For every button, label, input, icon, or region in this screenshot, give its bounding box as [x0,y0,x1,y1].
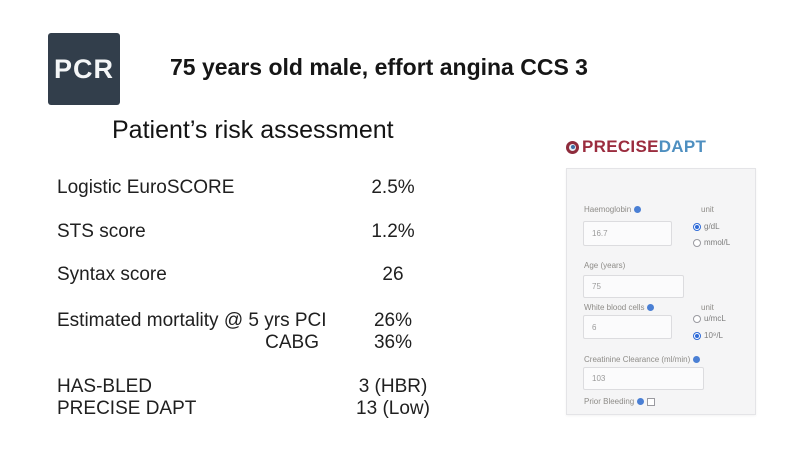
pcr-logo: PCR [48,33,120,105]
risk-value: 26% [373,310,413,331]
crcl-label: Creatinine Clearance (ml/min) [584,355,691,364]
precisedapt-logo-icon [566,140,579,154]
unit-label: unit [701,303,714,312]
risk-label: STS score [57,221,146,242]
risk-value: 2.5% [371,177,415,198]
precisedapt-calculator-panel: Haemoglobin unit g/dL mmol/L Age (years)… [566,168,756,415]
risk-value: 36% [373,332,413,353]
age-label: Age (years) [584,261,626,270]
risk-row-sts: STS score 1.2% [0,221,480,243]
crcl-label-row: Creatinine Clearance (ml/min) [584,355,701,364]
info-icon[interactable] [647,304,655,311]
brand-part1: PRECISE [582,137,659,156]
section-title: Patient’s risk assessment [112,116,394,144]
risk-value: 1.2% [371,221,415,242]
risk-label: HAS-BLED [57,376,153,397]
risk-label: Syntax score [57,264,167,285]
brand-part2: DAPT [658,137,707,156]
risk-label: CABG [265,332,319,353]
radio-icon[interactable] [693,238,701,247]
radio-label: g/dL [704,222,720,231]
risk-row-mortality-cabg: CABG 36% [0,332,480,354]
info-icon[interactable] [693,356,701,363]
risk-row-hasbled: HAS-BLED 3 (HBR) [0,376,480,398]
prior-bleeding-row: Prior Bleeding [584,397,656,406]
precisedapt-brand-text: PRECISEDAPT [582,137,706,157]
haemoglobin-label: Haemoglobin [584,205,632,214]
risk-label: PRECISE DAPT [57,398,197,419]
crcl-input[interactable] [583,367,704,390]
radio-label: u/mcL [704,314,726,323]
risk-row-precisedapt: PRECISE DAPT 13 (Low) [0,398,480,420]
wbc-input[interactable] [583,315,672,339]
wbc-unit-umcl[interactable]: u/mcL [693,314,726,323]
precisedapt-brand: PRECISEDAPT [566,137,706,157]
haemoglobin-unit-mmol[interactable]: mmol/L [693,238,730,247]
haemoglobin-unit-gdl[interactable]: g/dL [693,222,720,231]
haemoglobin-input[interactable] [583,221,672,246]
unit-label: unit [701,205,714,214]
radio-label: mmol/L [704,238,731,247]
risk-value: 13 (Low) [356,398,430,419]
radio-icon[interactable] [693,222,701,231]
risk-value: 26 [382,264,404,285]
risk-label: Estimated mortality @ 5 yrs PCI [57,310,327,331]
age-input[interactable] [583,275,684,298]
radio-icon[interactable] [693,331,701,340]
risk-row-syntax: Syntax score 26 [0,264,480,286]
wbc-unit-109l[interactable]: 10⁹/L [693,331,723,340]
prior-bleeding-checkbox[interactable] [647,397,656,406]
risk-value: 3 (HBR) [358,376,428,397]
haemoglobin-label-row: Haemoglobin [584,205,642,214]
pcr-logo-text: PCR [53,53,114,84]
risk-label: Logistic EuroSCORE [57,177,235,198]
info-icon[interactable] [634,206,642,213]
radio-icon[interactable] [693,314,701,323]
info-icon[interactable] [637,398,645,405]
radio-label: 10⁹/L [704,331,723,340]
wbc-label: White blood cells [584,303,645,312]
wbc-label-row: White blood cells [584,303,655,312]
slide-title: 75 years old male, effort angina CCS 3 [170,54,588,80]
prior-bleeding-label: Prior Bleeding [584,397,635,406]
risk-row-mortality-pci: Estimated mortality @ 5 yrs PCI 26% [0,310,480,332]
risk-row-euroscore: Logistic EuroSCORE 2.5% [0,177,480,199]
